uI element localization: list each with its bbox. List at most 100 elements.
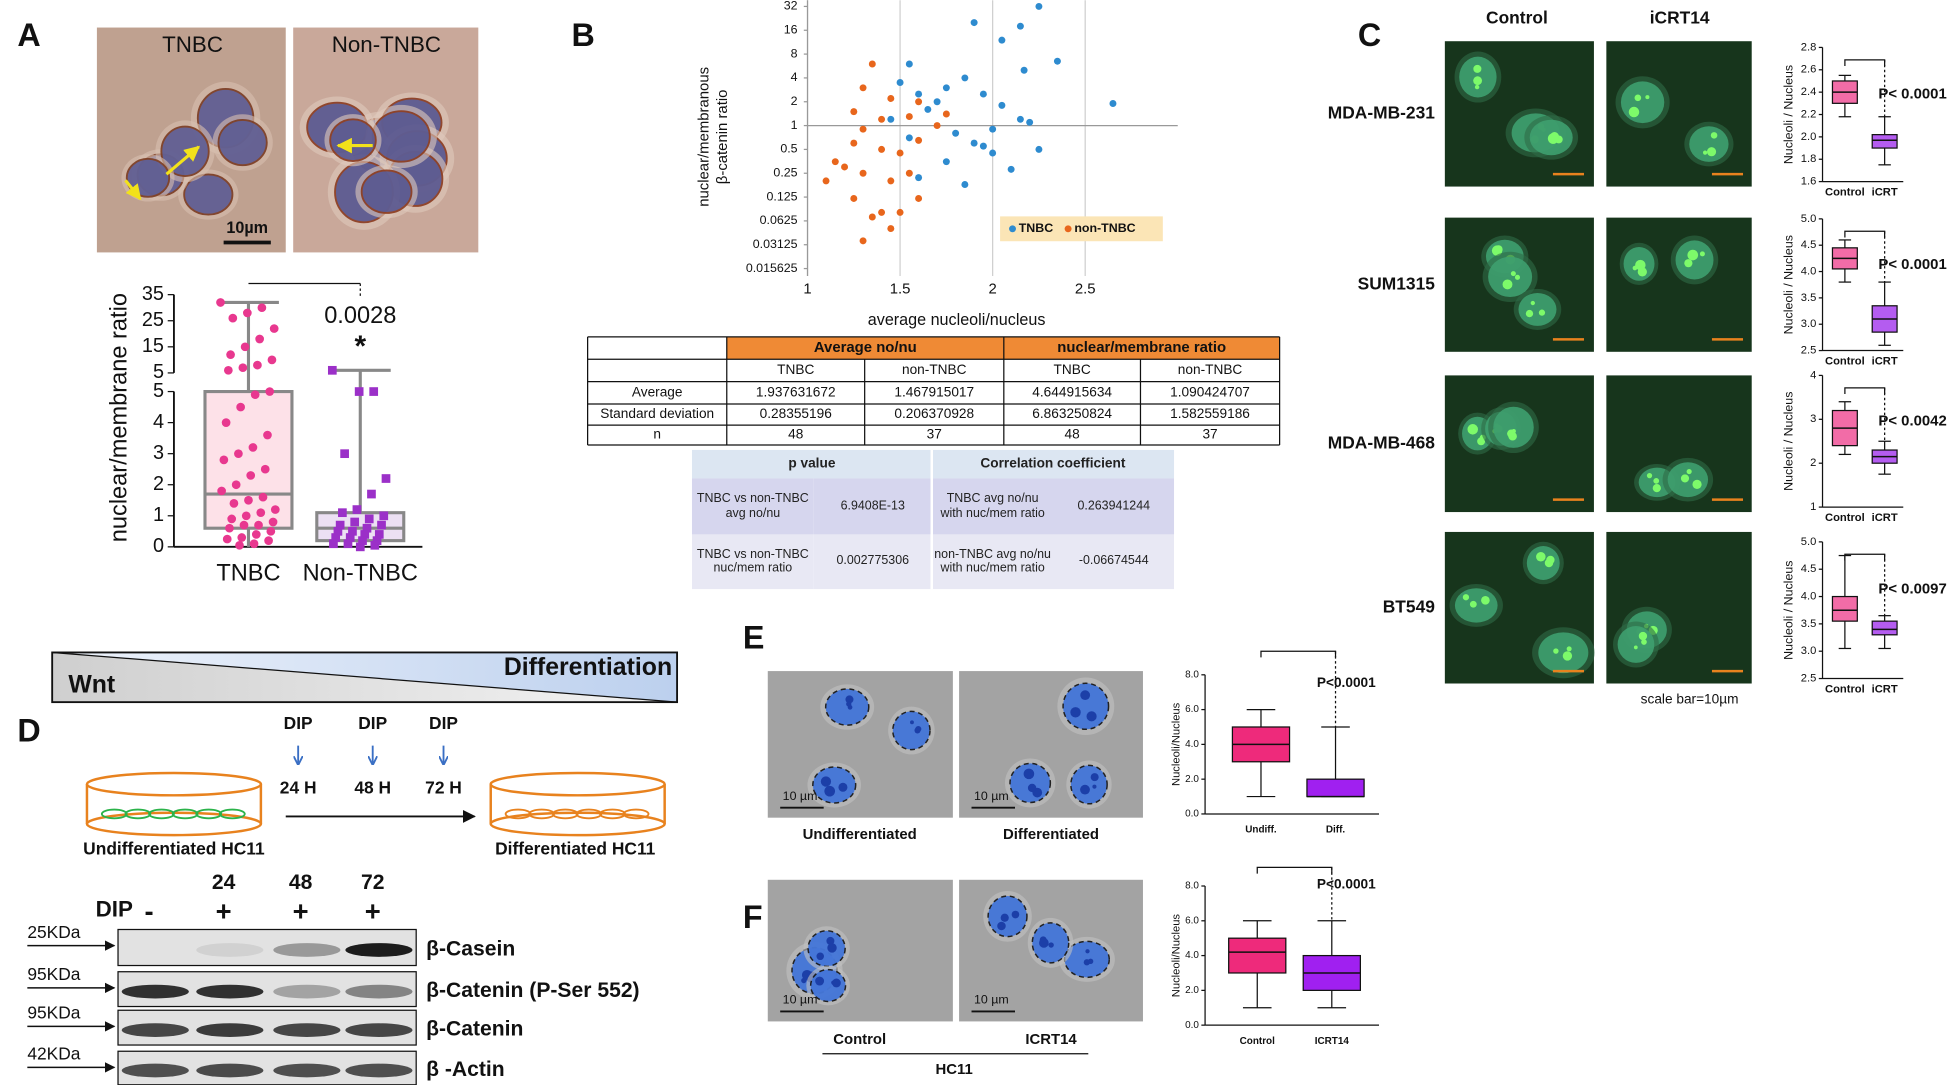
nucleolus xyxy=(1553,648,1559,654)
nucleolus xyxy=(1467,424,1479,435)
legend-swatch xyxy=(1064,225,1072,233)
panel-label: D xyxy=(17,713,40,749)
point xyxy=(367,489,376,499)
y-axis-label: β-catenin ratio xyxy=(715,90,731,185)
x-tick-label: iCRT xyxy=(1872,684,1898,696)
table-cell-bg xyxy=(691,534,814,590)
y-axis-label: Nucleoli/Nucleus xyxy=(1170,702,1182,786)
point xyxy=(260,464,270,474)
point xyxy=(250,390,260,400)
blot-band xyxy=(345,943,413,957)
point xyxy=(268,517,278,527)
blot-lane: + xyxy=(365,896,381,927)
table-cell: 1.937631672 xyxy=(756,384,836,399)
point xyxy=(229,499,239,508)
table-group-header: nuclear/membrane ratio xyxy=(1057,340,1226,356)
y-tick-label: 32 xyxy=(784,0,798,13)
nucleus xyxy=(1620,81,1665,124)
group-label: HC11 xyxy=(935,1062,972,1078)
point xyxy=(878,208,886,216)
table-cell: 1.090424707 xyxy=(1170,384,1250,399)
dish-rim xyxy=(85,771,263,797)
y-tick-label: 2.5 xyxy=(1801,345,1817,357)
table-cell: 37 xyxy=(927,427,942,442)
blot-band xyxy=(273,984,341,999)
table-group-header: Average no/nu xyxy=(814,340,917,356)
blot-band xyxy=(273,1063,341,1078)
table-cell-box: TNBC avg no/nu with nuc/mem ratio xyxy=(940,492,1044,520)
point xyxy=(243,308,252,318)
point xyxy=(887,177,895,185)
point xyxy=(1053,57,1061,65)
nucleus xyxy=(1526,546,1560,580)
x-tick-label: iCRT xyxy=(1872,512,1898,524)
y-tick-label: 0.015625 xyxy=(746,261,798,275)
image-label: TNBC xyxy=(162,32,223,57)
y-tick-label: 2.5 xyxy=(1801,672,1817,684)
table-cell: 0.206370928 xyxy=(894,406,974,421)
point xyxy=(340,449,349,459)
nucleolus xyxy=(1462,594,1470,601)
point xyxy=(933,122,941,130)
point xyxy=(358,536,367,545)
point xyxy=(1020,66,1028,74)
x-tick-label: 2.5 xyxy=(1075,282,1096,298)
point xyxy=(970,19,978,27)
table-cell-box: -0.06674544 xyxy=(1079,555,1149,569)
point xyxy=(850,139,858,147)
nucleolus xyxy=(1039,938,1049,948)
point xyxy=(905,113,913,121)
blot-band xyxy=(196,1023,264,1037)
point xyxy=(251,530,261,539)
point xyxy=(248,443,258,452)
y-tick-label: 2 xyxy=(791,94,798,108)
x-tick-label: Non-TNBC xyxy=(303,560,418,586)
nucleolus xyxy=(1080,690,1091,701)
nucleolus xyxy=(1481,595,1490,605)
table-cell: TNBC vs non-TNBC avg no/nu xyxy=(696,492,809,521)
point xyxy=(352,505,362,514)
blot-hour: 72 xyxy=(361,871,384,894)
nucleus xyxy=(1062,682,1110,731)
micrograph xyxy=(1606,217,1752,352)
point xyxy=(381,474,391,483)
point xyxy=(979,90,987,98)
blot-hour: 48 xyxy=(289,871,313,894)
p-value: P< 0.0001 xyxy=(1878,86,1946,102)
marker-label: 25KDa xyxy=(27,922,80,942)
point xyxy=(924,105,932,113)
nucleolus xyxy=(1706,147,1717,157)
nucleus xyxy=(217,119,268,167)
point xyxy=(266,526,276,536)
point xyxy=(859,84,867,92)
point xyxy=(254,520,263,530)
p-value: P<0.0001 xyxy=(1317,675,1376,690)
arrow xyxy=(165,145,200,176)
point xyxy=(887,115,895,123)
blot-band xyxy=(345,984,413,999)
y-tick-label: 1.8 xyxy=(1801,153,1817,165)
blot-band xyxy=(273,943,341,957)
legend-swatch xyxy=(1009,225,1016,233)
nucleolus xyxy=(1070,707,1081,718)
y-tick-label: 3 xyxy=(153,442,164,464)
nucleolus xyxy=(1536,552,1546,562)
point xyxy=(1007,165,1015,173)
y-tick-label: 2.0 xyxy=(1185,774,1199,785)
table-cell: n xyxy=(653,427,661,442)
gradient-frame xyxy=(51,651,679,704)
x-tick-label: Control xyxy=(1240,1036,1276,1047)
nucleolus xyxy=(824,785,836,797)
image-label: ICRT14 xyxy=(1025,1032,1077,1048)
protein-label: β-Catenin (P-Ser 552) xyxy=(426,979,639,1002)
x-tick-label: Diff. xyxy=(1326,825,1346,836)
nucleolus xyxy=(1692,479,1702,489)
table-cell-bg xyxy=(813,478,932,535)
point xyxy=(831,158,839,166)
nucleolus xyxy=(1702,150,1708,155)
point xyxy=(226,350,235,360)
point xyxy=(221,418,231,427)
point xyxy=(1026,118,1034,126)
table-cell-bg xyxy=(1053,478,1175,535)
